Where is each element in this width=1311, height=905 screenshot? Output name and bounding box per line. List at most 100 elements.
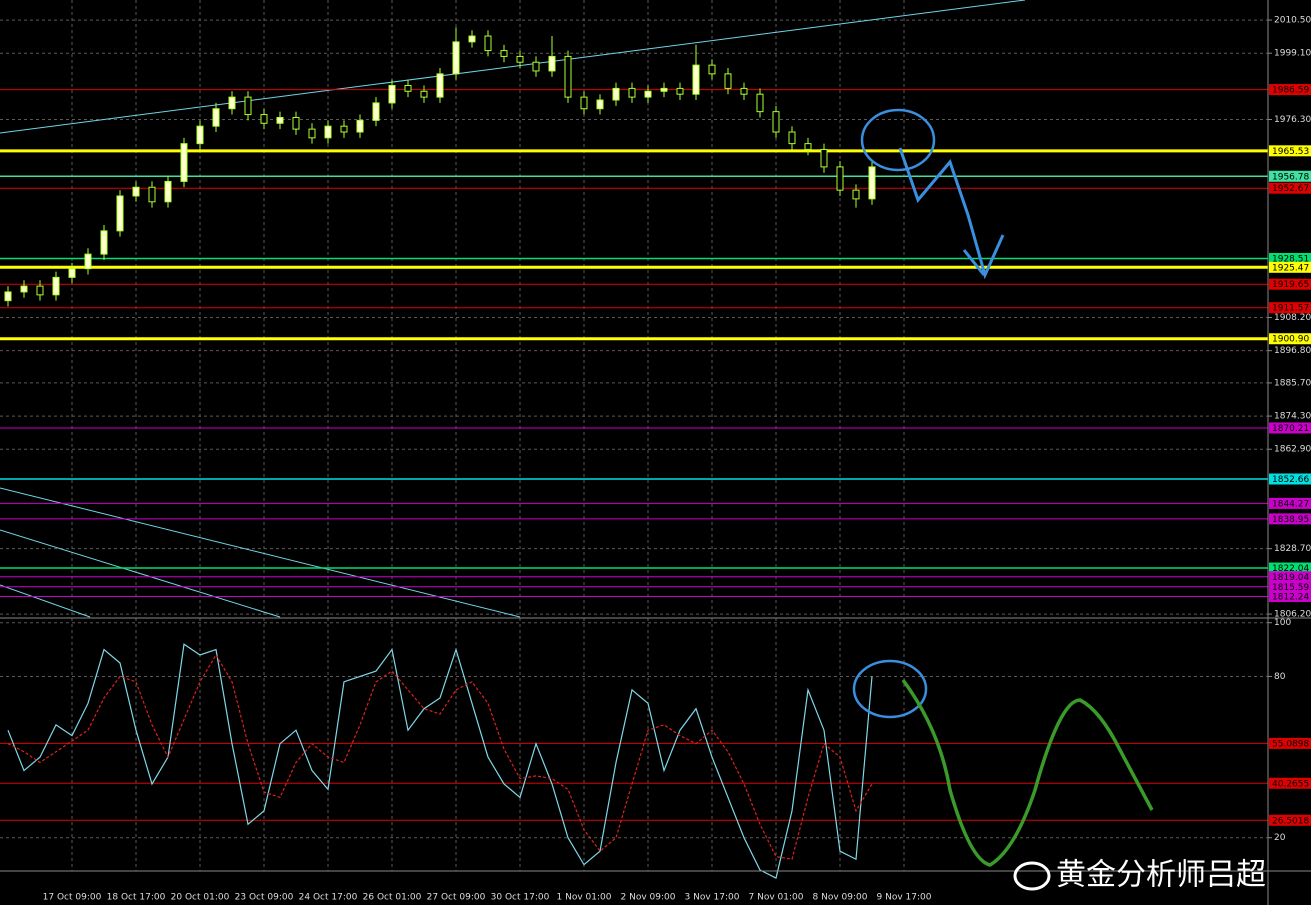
candle-body [132, 186, 140, 197]
candle-body [436, 73, 444, 98]
y-tick-label: 20 [1274, 833, 1286, 843]
annotation-circle [860, 108, 936, 172]
candle-body [852, 189, 860, 200]
candle-body [116, 195, 124, 232]
level-label-box [1269, 145, 1311, 157]
level-label-box [1269, 261, 1311, 273]
trendline [0, 529, 281, 618]
y-tick-label: 1999.10 [1274, 49, 1311, 59]
candle-body [148, 186, 156, 203]
y-tick-label: 1862.90 [1274, 445, 1311, 455]
trendline [0, 487, 521, 618]
y-tick-label: 100 [1274, 618, 1291, 628]
level-label: 1819.04 [1272, 573, 1309, 583]
level-label-box [1269, 591, 1311, 603]
x-tick-label: 23 Oct 09:00 [235, 893, 294, 903]
annotation-arrow [898, 147, 1005, 280]
level-label-box [1269, 333, 1311, 345]
candle-body [772, 111, 780, 133]
candle-body [676, 87, 684, 95]
candle-body [84, 253, 92, 270]
x-tick-label: 9 Nov 17:00 [877, 893, 932, 903]
level-label: 1812.24 [1272, 593, 1309, 603]
level-label: 1952.67 [1272, 184, 1309, 194]
level-label: 1844.27 [1272, 499, 1309, 509]
x-tick-label: 24 Oct 17:00 [299, 893, 358, 903]
candle-body [548, 55, 556, 72]
candle-body [500, 50, 508, 57]
x-tick-label: 8 Nov 09:00 [813, 893, 868, 903]
y-tick-label: 1976.30 [1274, 115, 1311, 125]
level-label: 1838.95 [1272, 515, 1309, 525]
candle-body [612, 87, 620, 101]
x-tick-label: 27 Oct 09:00 [427, 893, 486, 903]
level-label-box [1269, 170, 1311, 182]
level-label: 1965.53 [1272, 147, 1309, 157]
level-label-box [1269, 422, 1311, 434]
candle-body [740, 87, 748, 95]
level-label-box [1269, 581, 1311, 593]
annotation-forecast [901, 678, 1154, 867]
annotation-circle [852, 659, 928, 719]
candle-body [756, 93, 764, 113]
x-tick-label: 2 Nov 09:00 [621, 893, 676, 903]
candle-body [308, 128, 316, 139]
marks [4, 27, 876, 879]
x-tick-label: 30 Oct 17:00 [491, 893, 550, 903]
x-tick-label: 1 Nov 01:00 [557, 893, 612, 903]
y-tick-label: 1908.20 [1274, 313, 1311, 323]
candle-body [52, 276, 60, 296]
y-tick-label: 2010.50 [1274, 16, 1311, 26]
level-label-box [1269, 252, 1311, 264]
y-tick-label: 80 [1274, 672, 1286, 682]
level-label: 1900.90 [1272, 335, 1309, 345]
watermark-text: 黄金分析师吕超 [1056, 858, 1266, 893]
level-label-box [1269, 737, 1311, 749]
candle-body [484, 35, 492, 52]
candle-body [596, 99, 604, 110]
y-tick-label: 1885.70 [1274, 378, 1311, 388]
x-tick-label: 20 Oct 01:00 [171, 893, 230, 903]
candle-body [4, 291, 12, 302]
levels [0, 89, 1268, 821]
candle-body [212, 108, 220, 127]
level-label-box [1269, 497, 1311, 509]
watermark-icon [1013, 861, 1051, 891]
candle-body [196, 125, 204, 145]
candle-body [564, 55, 572, 98]
y-tick-label: 1806.20 [1274, 610, 1311, 620]
watermark: 黄金分析师吕超 [1013, 858, 1266, 893]
candle-body [532, 61, 540, 72]
y-tick-label: 1896.80 [1274, 346, 1311, 356]
candle-body [820, 148, 828, 168]
level-label: 1925.47 [1272, 263, 1309, 273]
level-label-box [1269, 814, 1311, 826]
candle-body [260, 114, 268, 124]
level-label: 55.0898 [1272, 739, 1309, 749]
trendline [0, 0, 1026, 134]
level-label-box [1269, 777, 1311, 789]
trendline [0, 584, 91, 618]
level-label-box [1269, 278, 1311, 290]
level-label-box [1269, 84, 1311, 96]
level-label-box [1269, 571, 1311, 583]
candle-body [788, 131, 796, 145]
candle-body [708, 64, 716, 75]
candle-body [276, 116, 284, 124]
y-tick-label: 1874.30 [1274, 412, 1311, 422]
candle-body [660, 87, 668, 92]
level-label: 1815.59 [1272, 583, 1309, 593]
candle-body [180, 143, 188, 182]
level-label: 1956.78 [1272, 172, 1309, 182]
y-tick-label: 1828.70 [1274, 544, 1311, 554]
level-label: 1822.04 [1272, 564, 1309, 574]
candle-body [836, 166, 844, 191]
candle-body [68, 268, 76, 278]
level-label-box [1269, 513, 1311, 525]
x-tick-label: 26 Oct 01:00 [363, 893, 422, 903]
level-label-box [1269, 182, 1311, 194]
level-label: 1911.57 [1272, 304, 1309, 314]
stoch-line [7, 643, 873, 879]
candle-body [868, 166, 876, 200]
